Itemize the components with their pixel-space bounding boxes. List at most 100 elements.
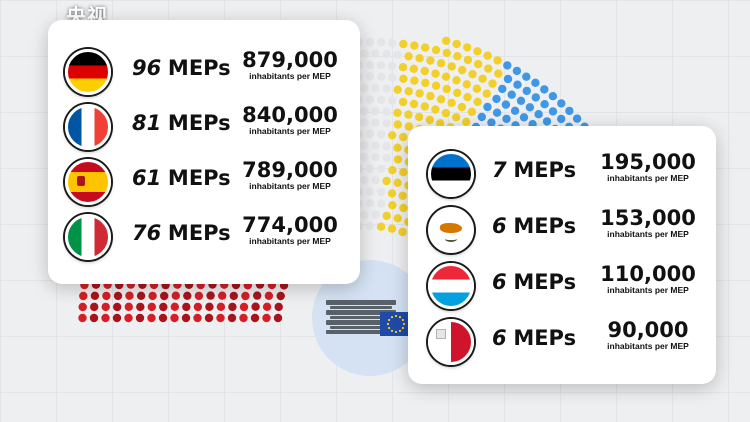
inhabitants-value: 789,000 <box>242 158 338 182</box>
seat-dot <box>513 80 522 89</box>
eu-star-icon <box>388 318 391 322</box>
seat-dot <box>371 210 380 219</box>
seat-dot <box>393 120 402 129</box>
seat-dot <box>158 313 168 323</box>
seat-dot <box>360 175 369 185</box>
seat-dot <box>262 302 272 311</box>
seat-dot <box>124 313 133 323</box>
seat-dot <box>365 129 375 139</box>
seat-dot <box>376 222 386 231</box>
seat-dot <box>442 84 451 94</box>
seat-dot <box>436 119 445 128</box>
seat-dot <box>376 187 386 197</box>
seat-dot <box>410 76 419 85</box>
seat-dot <box>557 114 566 124</box>
seat-dot <box>216 313 225 323</box>
seat-dot <box>463 92 472 102</box>
seat-dot <box>160 291 169 301</box>
malta-flag <box>428 319 474 365</box>
seat-dot <box>531 93 540 102</box>
seat-dot <box>522 72 531 81</box>
seat-dot <box>477 112 486 122</box>
seat-dot <box>473 47 482 56</box>
seat-dot <box>525 103 535 112</box>
seat-dot <box>483 51 492 60</box>
seat-dot <box>503 61 512 70</box>
seat-dot <box>382 176 391 186</box>
spain-coat-of-arms-icon <box>77 176 85 186</box>
seat-dot <box>472 84 482 93</box>
eu-star-icon <box>394 330 398 334</box>
seat-dot <box>522 86 531 96</box>
seat-dot <box>512 66 522 76</box>
seat-dot <box>365 221 375 231</box>
seat-dot <box>548 92 558 101</box>
country-row-france: 81 MEPs 840,000 inhabitants per MEP <box>48 101 360 151</box>
inhabitants-value: 774,000 <box>242 213 338 237</box>
seat-dot <box>487 118 496 127</box>
seat-dot <box>377 199 386 208</box>
seat-dot <box>414 112 424 122</box>
seat-dot <box>468 70 477 79</box>
seat-dot <box>170 313 179 323</box>
seat-dot <box>388 38 397 48</box>
seat-dot <box>376 60 386 70</box>
seat-dot <box>365 198 375 208</box>
seat-dot <box>360 49 369 58</box>
seat-dot <box>206 291 215 300</box>
seat-dot <box>113 302 122 312</box>
seat-dot <box>436 95 446 104</box>
eu-star-icon <box>394 314 398 318</box>
seat-dot <box>193 302 203 312</box>
seat-dot <box>388 131 397 140</box>
seat-dot <box>382 49 391 59</box>
spain-flag <box>65 159 111 205</box>
seat-dot <box>548 107 558 116</box>
seat-dot <box>382 142 391 151</box>
seat-dot <box>393 214 402 223</box>
seat-dot <box>360 152 369 162</box>
seat-dot <box>101 313 110 323</box>
inhabitants-label: inhabitants per MEP <box>607 229 689 239</box>
seat-dot <box>239 302 249 312</box>
seat-dot <box>112 313 122 323</box>
inhabitants-label: inhabitants per MEP <box>607 173 689 183</box>
seat-dot <box>404 87 413 96</box>
seat-dot <box>388 73 397 82</box>
seat-dot <box>147 313 156 323</box>
seat-dot <box>371 106 380 116</box>
parliament-building-icon <box>326 300 396 334</box>
seat-dot <box>404 122 413 131</box>
mep-unit: MEPs <box>167 56 231 80</box>
seat-dot <box>415 54 424 63</box>
eu-star-icon <box>386 322 390 326</box>
seat-dot <box>399 39 408 49</box>
seat-dot <box>393 178 402 187</box>
mep-count: 81 <box>132 111 162 135</box>
george-cross-icon <box>436 329 446 339</box>
seat-dot <box>388 166 397 175</box>
seat-dot <box>462 117 471 127</box>
mep-unit: MEPs <box>513 158 577 182</box>
seat-dot <box>388 201 397 210</box>
seat-dot <box>371 83 380 93</box>
inhabitants-value: 879,000 <box>242 48 338 72</box>
seat-dot <box>387 61 397 71</box>
seat-dot <box>421 78 430 88</box>
country-row-malta: 6 MEPs 90,000 inhabitants per MEP <box>408 316 716 366</box>
seat-dot <box>426 56 435 65</box>
country-row-spain: 61 MEPs 789,000 inhabitants per MEP <box>48 156 360 206</box>
seat-dot <box>399 132 408 142</box>
country-row-germany: 96 MEPs 879,000 inhabitants per MEP <box>48 46 360 96</box>
seat-dot <box>365 187 375 196</box>
seat-dot <box>228 302 237 312</box>
seat-dot <box>376 38 386 47</box>
seat-dot <box>274 302 283 312</box>
seat-dot <box>415 89 424 98</box>
seat-dot <box>483 102 492 112</box>
seat-dot <box>431 45 441 55</box>
seat-dot <box>205 302 214 311</box>
luxembourg-flag <box>428 263 474 309</box>
mep-count: 61 <box>132 166 162 190</box>
seat-dot <box>542 117 552 126</box>
